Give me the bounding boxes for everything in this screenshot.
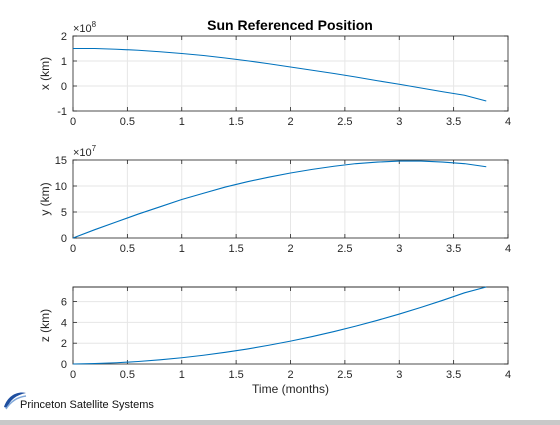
x-tick-label: 1.5: [228, 243, 243, 255]
exponent-base: ×10: [73, 147, 92, 159]
y-tick-label: 0: [61, 81, 67, 93]
x-tick-label: 2: [287, 243, 293, 255]
x-tick-label: 4: [505, 243, 511, 255]
x-tick-label: 4: [505, 116, 511, 128]
subplot-2: 0 0.5 1 1.5 2 2.5 3 3.5 4 0 5 10 15 y (km) ×107: [38, 144, 511, 255]
subplot-3: 0 0.5 1 1.5 2 2.5 3 3.5 4 0 2 4 6 z (km): [38, 286, 511, 381]
x-tick-label: 0.5: [120, 369, 135, 381]
x-tick-label: 3.5: [446, 243, 461, 255]
x-tick-label: 3: [396, 369, 402, 381]
x-tick-label: 3.5: [446, 369, 461, 381]
y-tick-label: -1: [57, 106, 67, 118]
y-tick-label: 4: [61, 317, 67, 329]
y-tick-label: 15: [55, 155, 67, 167]
exponent-base: ×10: [73, 23, 92, 35]
chart-title: Sun Referenced Position: [207, 17, 373, 33]
x-tick-label: 4: [505, 369, 511, 381]
y-tick-label: 0: [61, 359, 67, 371]
x-tick-label: 1: [179, 369, 185, 381]
x-tick-label: 2: [287, 116, 293, 128]
y-tick-label: 1: [61, 56, 67, 68]
y-tick-label: 2: [61, 338, 67, 350]
series-line: [72, 286, 487, 365]
x-tick-label: 1: [179, 116, 185, 128]
x-tick-label: 1.5: [228, 116, 243, 128]
y-tick-label: 0: [61, 233, 67, 245]
x-tick-label: 0.5: [120, 243, 135, 255]
y-axis-label: z (km): [38, 309, 52, 342]
orbit-swoosh-icon: [4, 392, 27, 410]
axis-exponent-label: ×107: [73, 144, 97, 159]
x-tick-label: 0: [70, 116, 76, 128]
logo-text: Princeton Satellite Systems: [20, 399, 154, 411]
y-tick-label: 6: [61, 297, 67, 309]
x-tick-label: 0: [70, 369, 76, 381]
x-tick-label: 3.5: [446, 116, 461, 128]
princeton-satellite-systems-logo: Princeton Satellite Systems: [2, 389, 172, 417]
axis-exponent-label: ×108: [73, 20, 97, 35]
x-tick-label: 2: [287, 369, 293, 381]
x-tick-label: 0.5: [120, 116, 135, 128]
x-axis-label: Time (months): [252, 382, 329, 396]
x-tick-label: 2.5: [337, 116, 352, 128]
exponent-power: 7: [92, 144, 97, 153]
x-tick-label: 1: [179, 243, 185, 255]
x-tick-label: 2.5: [337, 369, 352, 381]
y-tick-label: 2: [61, 31, 67, 43]
y-axis-label: x (km): [38, 57, 52, 90]
exponent-power: 8: [92, 20, 97, 29]
x-tick-label: 1.5: [228, 369, 243, 381]
x-tick-label: 2.5: [337, 243, 352, 255]
y-tick-label: 5: [61, 207, 67, 219]
x-tick-label: 3: [396, 116, 402, 128]
series-line: [73, 47, 487, 102]
x-tick-label: 3: [396, 243, 402, 255]
y-tick-label: 10: [55, 181, 67, 193]
series-line: [72, 160, 487, 239]
x-tick-label: 0: [70, 243, 76, 255]
y-axis-label: y (km): [38, 182, 52, 215]
